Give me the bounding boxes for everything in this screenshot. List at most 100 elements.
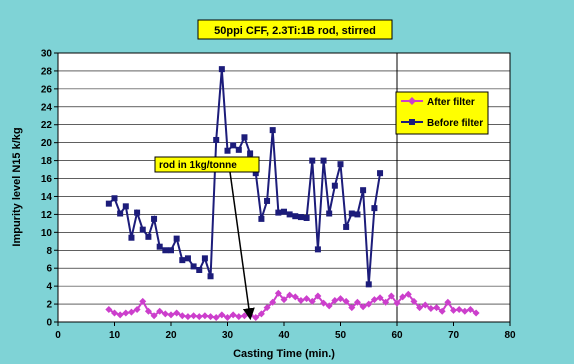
x-tick-label: 20: [165, 330, 177, 341]
legend-after-label: After filter: [427, 97, 475, 108]
data-point-diamond: [297, 296, 305, 304]
y-tick-label: 22: [41, 120, 53, 131]
data-point-diamond: [201, 312, 209, 320]
data-point-diamond: [263, 304, 271, 312]
data-point-square: [371, 205, 378, 212]
y-tick-label: 30: [41, 49, 53, 60]
data-point-diamond: [421, 301, 429, 309]
y-tick-label: 0: [46, 318, 52, 329]
data-point-square: [343, 223, 350, 230]
data-point-diamond: [416, 304, 424, 312]
title-box: [197, 19, 393, 40]
data-point-diamond: [359, 303, 367, 311]
data-point-diamond: [438, 307, 446, 315]
data-point-diamond: [286, 291, 294, 299]
data-point-diamond: [257, 310, 265, 318]
data-point-diamond: [393, 299, 401, 307]
data-point-square: [111, 195, 118, 202]
x-tick-label: 50: [335, 330, 347, 341]
data-point-diamond: [387, 292, 395, 300]
data-point-diamond: [195, 313, 203, 321]
data-point-square: [326, 210, 333, 217]
x-tick-label: 0: [55, 330, 61, 341]
data-point-diamond: [404, 290, 412, 298]
data-point-diamond: [127, 308, 135, 316]
x-tick-label: 70: [448, 330, 460, 341]
annotation-box: [154, 156, 260, 173]
data-point-square: [156, 243, 163, 250]
data-point-diamond: [133, 305, 141, 313]
data-point-square: [230, 142, 237, 149]
data-point-diamond: [466, 305, 474, 313]
data-point-diamond: [427, 305, 435, 313]
data-point-square: [190, 263, 197, 270]
data-point-square: [139, 226, 146, 233]
data-point-diamond: [190, 312, 198, 320]
y-tick-label: 4: [46, 282, 52, 293]
annotation-arrow: [229, 171, 255, 321]
data-point-diamond: [320, 299, 328, 307]
data-point-square: [348, 210, 355, 217]
data-point-diamond: [167, 311, 175, 319]
data-point-square: [337, 161, 344, 168]
data-point-diamond: [269, 298, 277, 306]
y-tick-label: 20: [41, 138, 53, 149]
data-point-square: [201, 255, 208, 262]
data-point-square: [309, 157, 316, 164]
data-point-square: [145, 233, 152, 240]
x-tick-label: 30: [222, 330, 234, 341]
data-point-diamond: [348, 304, 356, 312]
data-point-square: [173, 235, 180, 242]
data-point-diamond: [184, 313, 192, 321]
data-point-diamond: [291, 293, 299, 301]
y-tick-label: 28: [41, 66, 53, 77]
data-point-diamond: [111, 309, 118, 317]
series-before-filter: [105, 66, 384, 288]
data-point-square: [281, 208, 287, 215]
data-point-diamond: [337, 295, 344, 303]
data-point-square: [213, 136, 220, 143]
data-point-square: [286, 211, 293, 218]
data-point-diamond: [342, 297, 350, 305]
data-point-diamond: [365, 300, 373, 308]
data-point-diamond: [161, 310, 169, 318]
data-point-diamond: [274, 289, 282, 297]
data-point-diamond: [224, 314, 231, 322]
data-point-square: [269, 127, 276, 134]
data-point-diamond: [173, 309, 181, 317]
x-axis-label: Casting Time (min.): [233, 348, 335, 360]
data-point-square: [297, 214, 304, 221]
data-point-diamond: [370, 296, 378, 304]
data-point-square: [354, 211, 361, 218]
data-point-square: [247, 150, 254, 157]
x-tick-label: 40: [278, 330, 290, 341]
chart-title: 50ppi CFF, 2.3Ti:1B rod, stirred: [214, 25, 376, 37]
data-point-square: [151, 215, 158, 222]
data-point-square: [224, 147, 231, 154]
data-point-square: [264, 197, 271, 204]
data-point-square: [162, 247, 169, 254]
data-point-diamond: [116, 311, 124, 319]
data-point-diamond: [144, 307, 152, 315]
x-tick-label: 80: [504, 330, 516, 341]
x-tick-label: 10: [109, 330, 121, 341]
data-point-diamond: [444, 298, 452, 306]
data-point-diamond: [455, 305, 463, 313]
data-point-square: [122, 203, 129, 210]
series-group: [105, 66, 480, 322]
data-point-square: [241, 134, 248, 141]
data-point-diamond: [314, 292, 322, 300]
data-point-square: [128, 234, 135, 241]
data-point-square: [365, 281, 372, 288]
data-point-square: [207, 273, 214, 280]
data-point-diamond: [303, 295, 311, 303]
data-point-diamond: [212, 314, 220, 322]
data-point-square: [105, 200, 112, 207]
data-point-square: [331, 182, 338, 189]
data-point-diamond: [399, 293, 407, 301]
data-point-square: [168, 247, 174, 254]
y-tick-label: 16: [41, 174, 53, 185]
y-tick-label: 10: [41, 228, 53, 239]
